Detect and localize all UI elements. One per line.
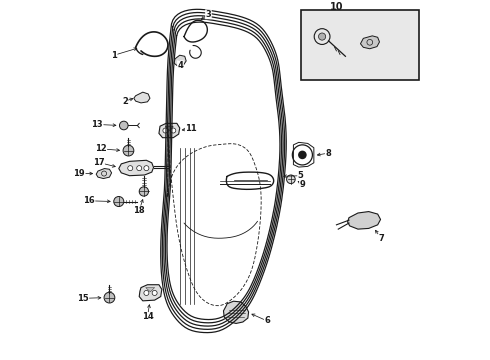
Circle shape xyxy=(152,291,157,296)
Polygon shape xyxy=(119,160,153,176)
Polygon shape xyxy=(347,212,381,229)
Text: 7: 7 xyxy=(378,234,384,243)
Polygon shape xyxy=(139,285,162,301)
Circle shape xyxy=(144,166,149,171)
Text: 10: 10 xyxy=(330,2,343,12)
Circle shape xyxy=(128,166,133,171)
Text: 19: 19 xyxy=(74,169,85,178)
Text: 13: 13 xyxy=(92,120,103,129)
Circle shape xyxy=(123,145,134,156)
Text: 15: 15 xyxy=(77,294,89,303)
Text: 14: 14 xyxy=(142,312,153,321)
Text: 12: 12 xyxy=(95,144,107,153)
Text: 6: 6 xyxy=(264,316,270,325)
Text: 1: 1 xyxy=(111,51,117,60)
Polygon shape xyxy=(174,55,186,66)
Text: 9: 9 xyxy=(299,180,305,189)
Circle shape xyxy=(137,166,142,171)
Polygon shape xyxy=(134,92,150,103)
Circle shape xyxy=(144,291,149,296)
Text: 17: 17 xyxy=(93,158,104,167)
Text: 18: 18 xyxy=(133,206,145,215)
Polygon shape xyxy=(146,288,155,292)
Text: 4: 4 xyxy=(177,61,183,70)
Polygon shape xyxy=(96,168,112,179)
Polygon shape xyxy=(223,301,248,323)
FancyBboxPatch shape xyxy=(300,10,419,80)
Text: 16: 16 xyxy=(83,196,95,205)
Text: 3: 3 xyxy=(205,10,211,19)
Polygon shape xyxy=(361,36,379,49)
Text: 8: 8 xyxy=(325,149,331,158)
Circle shape xyxy=(318,33,326,40)
Circle shape xyxy=(139,187,148,196)
Circle shape xyxy=(120,121,128,130)
Circle shape xyxy=(298,150,307,159)
Polygon shape xyxy=(166,126,173,131)
Circle shape xyxy=(287,175,295,184)
Circle shape xyxy=(104,292,115,303)
Circle shape xyxy=(114,197,124,207)
Circle shape xyxy=(163,128,168,133)
Text: 5: 5 xyxy=(297,171,303,180)
Text: 11: 11 xyxy=(185,124,197,133)
Polygon shape xyxy=(159,123,180,138)
Circle shape xyxy=(171,128,176,133)
Text: 2: 2 xyxy=(122,96,128,105)
